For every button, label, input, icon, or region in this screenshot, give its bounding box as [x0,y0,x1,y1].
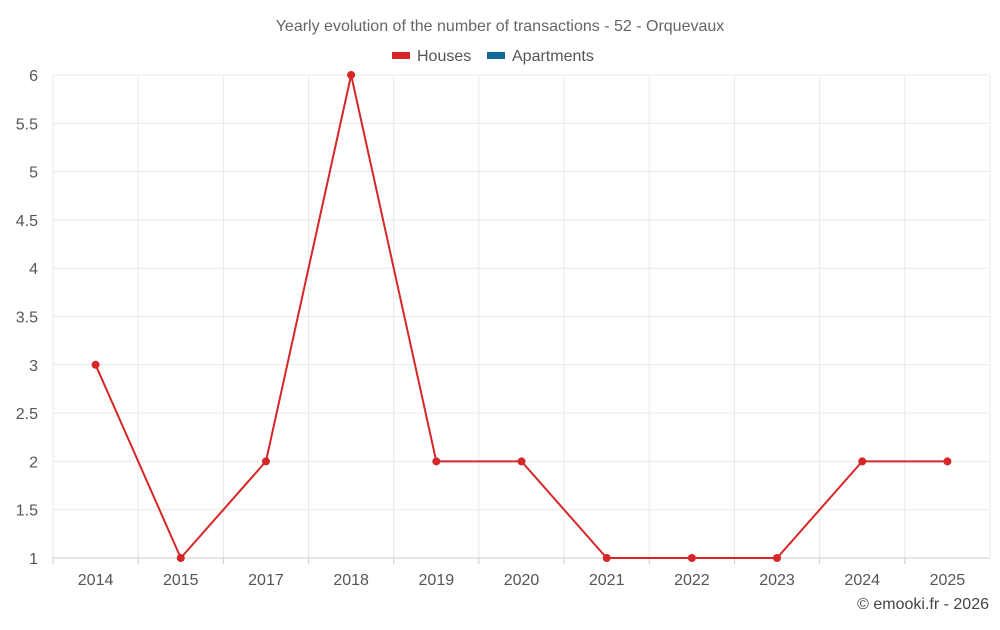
x-tick-label: 2014 [78,572,114,589]
data-point-houses[interactable] [176,554,185,562]
legend-label-apartments: Apartments [512,48,594,65]
y-tick-label: 2 [29,454,38,471]
chart-title: Yearly evolution of the number of transa… [276,18,725,35]
legend-item-houses[interactable]: Houses [392,48,471,65]
grid [52,74,991,558]
y-tick-label: 1 [29,551,38,568]
y-tick-label: 3 [29,358,38,375]
y-tick-label: 1.5 [16,503,38,520]
data-point-houses[interactable] [517,457,526,466]
y-tick-label: 2.5 [16,406,38,423]
data-point-houses[interactable] [91,360,100,369]
series-layer [91,71,952,562]
data-point-houses[interactable] [261,457,270,466]
data-point-houses[interactable] [773,554,782,562]
legend-item-apartments[interactable]: Apartments [487,48,594,65]
legend: Houses Apartments [392,48,594,65]
y-tick-label: 5 [29,165,38,182]
y-tick-label: 5.5 [16,116,38,133]
legend-label-houses: Houses [417,48,471,65]
y-tick-label: 4.5 [16,213,38,230]
x-tick-label: 2018 [333,572,369,589]
legend-swatch-apartments [487,52,505,59]
data-point-houses[interactable] [432,457,441,466]
x-tick-label: 2017 [248,572,284,589]
y-tick-label: 3.5 [16,310,38,327]
x-tick-label: 2019 [419,572,455,589]
x-tick-label: 2024 [844,572,880,589]
data-point-houses[interactable] [602,554,611,562]
credit-text: © emooki.fr - 2026 [857,596,989,613]
x-tick-label: 2025 [930,572,966,589]
axes: 1 1.5 2 2.5 3 3.5 4 4.5 5 5.5 6 2014 2015 2017 2018 201… [16,68,990,589]
x-tick-label: 2021 [589,572,625,589]
x-tick-label: 2022 [674,572,710,589]
y-tick-label: 4 [29,261,38,278]
data-point-houses[interactable] [943,457,952,466]
data-point-houses[interactable] [347,71,356,79]
x-tick-label: 2020 [504,572,540,589]
x-tick-label: 2015 [163,572,199,589]
y-tick-label: 6 [29,68,38,85]
legend-swatch-houses [392,52,410,59]
x-tick-label: 2023 [759,572,795,589]
data-point-houses[interactable] [858,457,867,466]
data-point-houses[interactable] [687,554,696,562]
